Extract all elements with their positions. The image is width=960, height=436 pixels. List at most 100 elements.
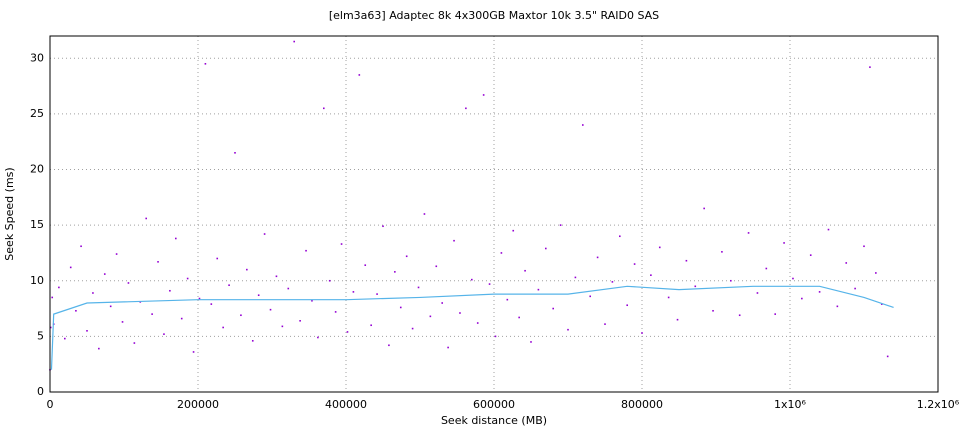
data-point <box>765 267 768 270</box>
data-point <box>524 269 526 272</box>
data-point <box>251 340 254 342</box>
data-point <box>567 328 569 331</box>
data-point <box>216 257 219 260</box>
data-point <box>275 275 278 278</box>
data-point <box>92 292 94 294</box>
data-point <box>488 283 491 285</box>
data-point <box>641 332 643 334</box>
x-tick-label: 800000 <box>621 398 663 411</box>
data-point <box>222 326 224 329</box>
x-tick-label: 0 <box>47 398 54 411</box>
data-point <box>328 279 331 282</box>
data-point <box>180 317 183 320</box>
data-point <box>500 252 503 254</box>
data-point <box>64 337 66 340</box>
data-point <box>494 335 497 338</box>
data-point <box>103 273 106 275</box>
data-point <box>145 217 147 220</box>
data-point <box>204 63 207 65</box>
data-point <box>801 297 803 300</box>
data-point <box>676 318 679 321</box>
x-tick-label: 600000 <box>473 398 515 411</box>
data-point <box>388 344 390 347</box>
data-point <box>589 295 591 298</box>
data-point <box>712 309 714 312</box>
data-point <box>774 313 776 315</box>
trend-line <box>50 285 894 370</box>
data-point <box>530 341 532 343</box>
data-point <box>476 322 479 324</box>
data-point <box>506 298 509 301</box>
data-point <box>453 239 455 242</box>
data-point <box>394 271 396 273</box>
data-point <box>854 287 856 290</box>
data-point <box>658 246 661 249</box>
data-point <box>186 277 189 280</box>
data-point <box>552 307 554 310</box>
data-point <box>234 152 236 154</box>
data-point <box>611 281 614 283</box>
data-point <box>441 302 443 304</box>
y-axis-label: Seek Speed (ms) <box>3 167 16 260</box>
data-point <box>482 94 485 96</box>
x-tick-label: 1x10⁶ <box>774 398 807 411</box>
data-point <box>792 277 794 280</box>
data-point <box>228 284 230 286</box>
data-point <box>49 326 52 329</box>
data-point <box>98 347 100 350</box>
data-point <box>596 256 599 259</box>
x-tick-label: 400000 <box>325 398 367 411</box>
data-point <box>192 351 195 353</box>
data-point <box>721 251 723 253</box>
data-point <box>818 291 821 293</box>
data-point <box>299 320 301 322</box>
y-tick-label: 0 <box>37 385 44 398</box>
data-point <box>747 232 750 234</box>
plot-border <box>49 35 939 393</box>
data-point <box>370 324 372 327</box>
data-point <box>246 268 248 271</box>
data-point <box>863 245 865 248</box>
data-point <box>465 107 467 110</box>
data-point <box>293 40 295 43</box>
data-point <box>80 245 82 248</box>
data-point <box>334 311 337 313</box>
data-point <box>604 323 606 325</box>
data-point <box>352 291 355 293</box>
data-point <box>109 305 112 308</box>
data-point <box>783 242 785 244</box>
data-point <box>429 315 432 318</box>
data-point <box>730 279 732 282</box>
data-point <box>626 304 628 307</box>
data-point <box>257 294 260 297</box>
data-point <box>471 278 473 281</box>
data-point <box>574 276 577 279</box>
data-point <box>151 313 153 315</box>
data-point <box>738 314 741 317</box>
data-point <box>210 303 213 305</box>
data-point <box>633 263 636 265</box>
data-point <box>281 325 284 328</box>
data-point <box>157 261 159 263</box>
data-point <box>886 355 889 358</box>
data-point <box>287 287 290 290</box>
data-point <box>756 292 759 294</box>
data-point <box>694 285 697 288</box>
data-point <box>827 228 830 231</box>
data-point <box>340 243 343 245</box>
data-point <box>169 289 171 292</box>
data-point <box>880 303 883 305</box>
data-point <box>435 265 438 268</box>
y-tick-label: 30 <box>30 51 44 64</box>
data-point <box>133 342 136 344</box>
data-point <box>269 308 272 311</box>
y-tick-label: 5 <box>37 329 44 342</box>
y-tick-label: 10 <box>30 274 44 287</box>
data-point <box>411 327 414 330</box>
data-point <box>263 233 266 235</box>
data-point <box>382 225 384 228</box>
y-tick-label: 25 <box>30 107 44 120</box>
data-point <box>305 249 307 252</box>
data-point <box>559 224 562 226</box>
